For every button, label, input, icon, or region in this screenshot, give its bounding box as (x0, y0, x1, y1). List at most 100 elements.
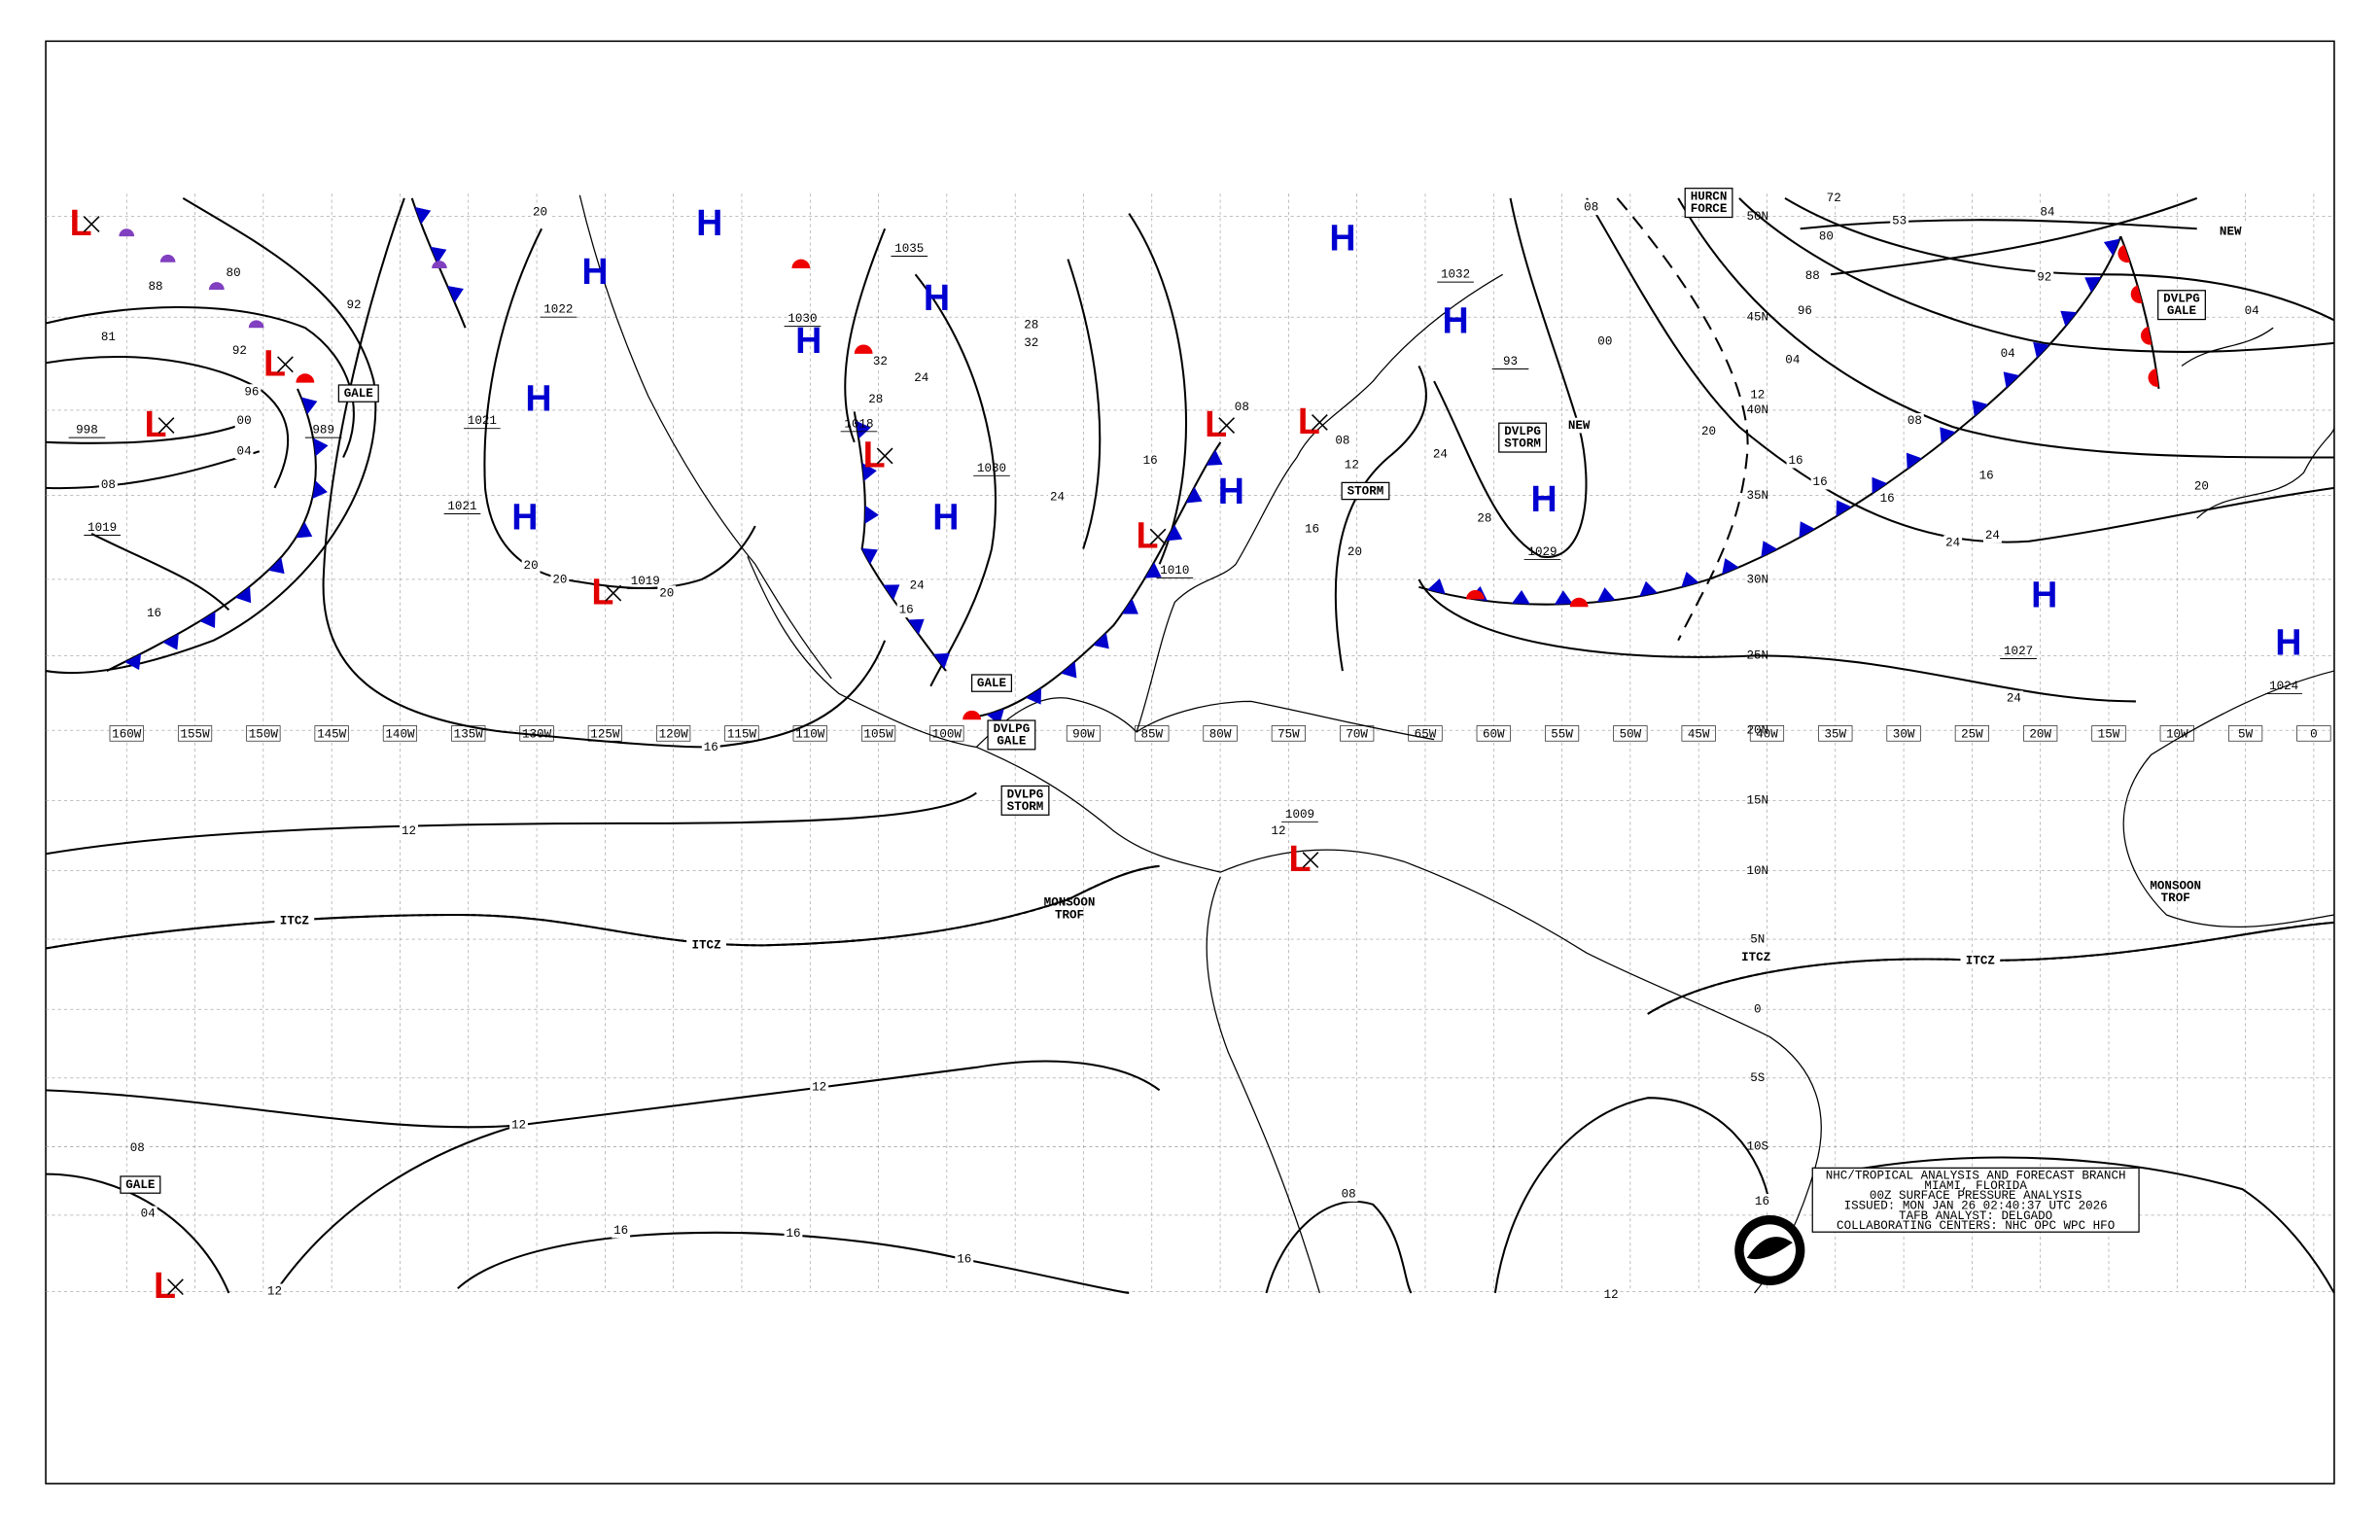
isobar-label-bg (400, 822, 418, 839)
feature-bg (274, 913, 315, 929)
warm-front-symbol (1466, 589, 1485, 600)
latitude-label: 0 (1754, 1003, 1762, 1017)
isobar-label: 16 (1788, 454, 1802, 468)
lon-label-box (1749, 725, 1785, 742)
isobar-label-bg (138, 1206, 158, 1222)
isobar-label: 04 (2245, 304, 2259, 318)
isobar-label: 20 (1701, 425, 1716, 438)
cold-front-symbol (267, 557, 285, 575)
lon-label-box (1476, 725, 1511, 742)
feature-label: STORM (1007, 800, 1044, 814)
cold-front-symbol (932, 652, 950, 669)
feature-label: GALE (344, 387, 374, 401)
cold-front-symbol (300, 397, 318, 415)
isobar-label: 04 (1785, 353, 1800, 367)
longitude-label: 75W (1278, 727, 1300, 741)
latitude-label: 5N (1750, 932, 1765, 946)
lon-label-box (1066, 725, 1102, 742)
cold-front-symbol (883, 584, 900, 601)
cold-front-symbol (2060, 310, 2078, 327)
feature-label: GALE (125, 1178, 156, 1192)
isobar-label: 92 (232, 344, 247, 358)
isobar-label-bg (229, 342, 249, 359)
isobar (1830, 1156, 2335, 1294)
center-pressure: 1010 (1160, 564, 1189, 578)
isobar-label-bg (657, 585, 677, 601)
isobar-label: 24 (1985, 529, 2000, 542)
isobar-label-bg (612, 1222, 631, 1239)
isobar-label-bg (2035, 269, 2054, 286)
feature-label: NEW (2220, 226, 2242, 239)
isobar-label: 92 (2037, 271, 2051, 285)
latitude-label: 45N (1746, 311, 1768, 325)
center-pressure: 1018 (844, 417, 873, 431)
noaa-logo-bird (1746, 1237, 1793, 1260)
isobar-label: 24 (1945, 537, 1960, 550)
latitude-label: 15N (1746, 794, 1768, 808)
feature-bg (686, 937, 726, 954)
occluded-symbol (119, 228, 135, 237)
isobar-label-bg (224, 264, 243, 281)
isobar (1586, 197, 2335, 543)
center-pressure: 1035 (894, 242, 924, 256)
isobar-label-bg (1943, 535, 1963, 551)
latitude-label: 25N (1746, 649, 1768, 663)
lon-label-box (1271, 725, 1306, 742)
longitude-label: 150W (249, 727, 279, 741)
lon-label-box (1545, 725, 1580, 742)
title-block-box (1811, 1167, 2140, 1233)
center-pressure: 1021 (447, 500, 476, 513)
low-center: L (863, 434, 886, 474)
lon-label-box (177, 725, 213, 742)
isobar-label-bg (1983, 527, 2002, 543)
isobar (1418, 578, 2136, 703)
longitude-label: 120W (659, 727, 689, 741)
isobar-label-bg (1905, 413, 1924, 429)
isobar-label-bg (955, 1251, 974, 1268)
cold-front-symbol (1972, 400, 1988, 417)
low-center: L (591, 572, 613, 612)
feature-label: ITCZ (280, 915, 309, 928)
low-position (876, 447, 893, 465)
feature-label: TROF (1055, 908, 1084, 922)
isobar-label: 24 (1050, 491, 1065, 505)
feature-label: ITCZ (691, 939, 720, 953)
feature-label: DVLPG (2163, 293, 2200, 306)
warm-front-symbol (2148, 368, 2159, 387)
warm-front-symbol (2130, 285, 2143, 303)
isobar (1433, 197, 1588, 558)
low-center: L (1137, 515, 1159, 556)
isobars (45, 196, 2335, 1294)
lon-label-box (314, 725, 349, 742)
isobar-label: 12 (1345, 459, 1359, 472)
occluded-symbol (432, 261, 447, 269)
isobar-label: 20 (1348, 545, 1362, 559)
feature-bg (1562, 417, 1595, 434)
cold-front-symbol (430, 246, 447, 264)
longitude-label: 105W (863, 727, 893, 741)
isobar-label-bg (1795, 303, 1814, 319)
title-block-line: ISSUED: MON JAN 26 02:40:37 UTC 2026 (1844, 1200, 2108, 1213)
latitude-label: 40N (1746, 403, 1768, 417)
trough (1616, 197, 1749, 642)
high-center: H (525, 377, 551, 418)
isobar-label-bg (912, 370, 931, 386)
lon-label-box (1340, 725, 1375, 742)
isobar-label-bg (896, 602, 916, 618)
isobar-label: 08 (130, 1141, 145, 1155)
feature-bg (2214, 224, 2247, 240)
latitude-label: 10N (1746, 864, 1768, 878)
low-center: L (263, 342, 286, 383)
isobar-label: 92 (347, 298, 362, 312)
isobar-label-bg (1022, 317, 1041, 332)
cold-front-symbol (313, 438, 329, 457)
isobar-label-bg (2004, 690, 2023, 707)
longitude-label: 155W (180, 727, 210, 741)
longitude-label: 140W (385, 727, 415, 741)
lon-label-box (2091, 725, 2126, 742)
isobar-label: 80 (227, 266, 241, 280)
feature-label: MONSOON (1044, 896, 1096, 910)
longitude-label: 10W (2166, 727, 2188, 741)
isobar-label: 08 (1908, 414, 1922, 428)
